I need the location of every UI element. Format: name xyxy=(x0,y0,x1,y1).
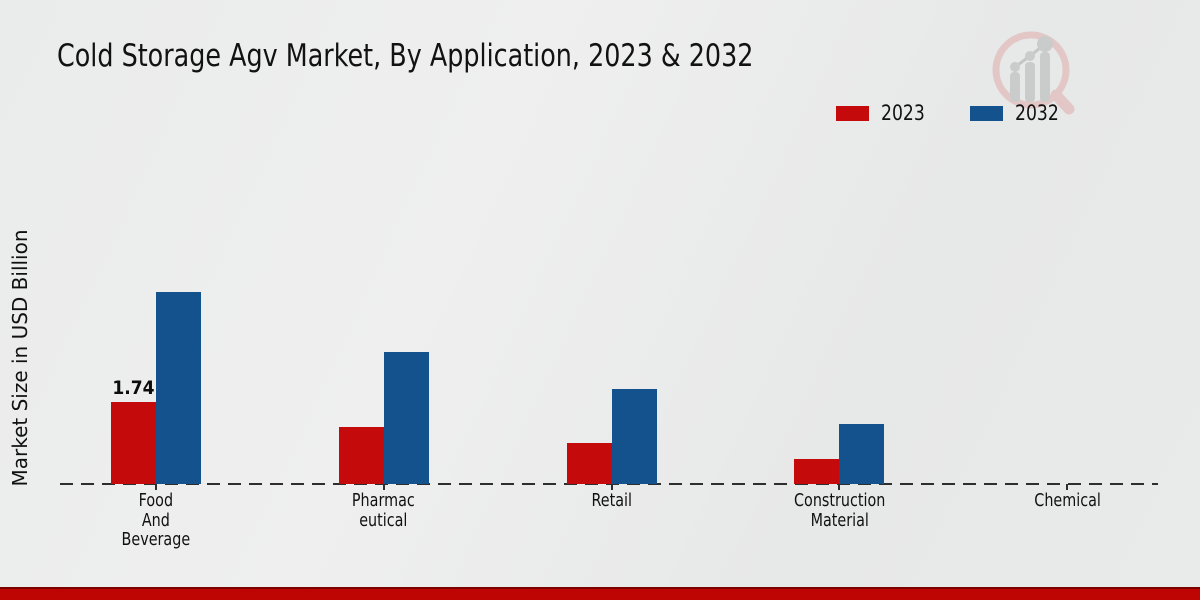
x-axis-label-construction-material: Construction Material xyxy=(754,491,924,531)
x-axis-label-text: Food And Beverage xyxy=(121,491,191,550)
legend-swatch-2023 xyxy=(836,105,869,121)
x-axis-tick xyxy=(1066,484,1069,490)
bar-2023-construction-material xyxy=(794,459,840,484)
bar-2023-pharmac-eutical xyxy=(338,427,384,484)
legend: 2023 2032 xyxy=(836,101,1069,125)
chart-title: Cold Storage Agv Market, By Application,… xyxy=(57,38,906,74)
bar-2023-food-and-beverage xyxy=(111,402,156,484)
bar-value-label: 1.74 xyxy=(89,377,179,399)
bar-2032-retail xyxy=(611,389,657,484)
x-axis-tick xyxy=(382,484,385,490)
legend-label-2023: 2023 xyxy=(881,101,934,125)
legend-label-2032: 2032 xyxy=(1015,101,1068,125)
chart-title-text: Cold Storage Agv Market, By Application,… xyxy=(57,38,754,74)
x-axis-tick xyxy=(610,484,613,490)
x-axis-label-text: Pharmac eutical xyxy=(352,491,416,531)
legend-swatch-2032 xyxy=(970,105,1004,121)
bar-value-label-text: 1.74 xyxy=(112,377,155,399)
magnifier-ring xyxy=(992,31,1070,109)
legend-label-2023-text: 2023 xyxy=(881,101,925,125)
x-axis-tick xyxy=(838,484,841,490)
legend-item-2032: 2032 xyxy=(970,101,1068,125)
magnifier-handle xyxy=(1050,89,1075,115)
bar-2023-retail xyxy=(566,443,612,484)
bar-2032-construction-material xyxy=(839,424,885,484)
x-axis-label-food-and-beverage: Food And Beverage xyxy=(71,491,241,551)
x-axis-label-chemical: Chemical xyxy=(982,491,1152,512)
x-axis-label-text: Construction Material xyxy=(793,491,886,531)
x-axis-label-retail: Retail xyxy=(527,491,697,512)
x-axis-label-text: Retail xyxy=(591,491,632,511)
bar-2032-food-and-beverage xyxy=(156,292,201,484)
footer-red-bar xyxy=(0,587,1200,600)
legend-item-2023: 2023 xyxy=(836,101,934,125)
x-axis-line xyxy=(60,483,1158,485)
magnifier-chart-logo-icon xyxy=(992,31,1075,115)
x-axis-tick xyxy=(155,484,157,490)
x-axis-label-pharmac-eutical: Pharmac eutical xyxy=(299,491,469,531)
bar-2032-pharmac-eutical xyxy=(383,352,429,484)
x-axis-label-text: Chemical xyxy=(1033,491,1101,511)
legend-label-2032-text: 2032 xyxy=(1015,101,1060,125)
